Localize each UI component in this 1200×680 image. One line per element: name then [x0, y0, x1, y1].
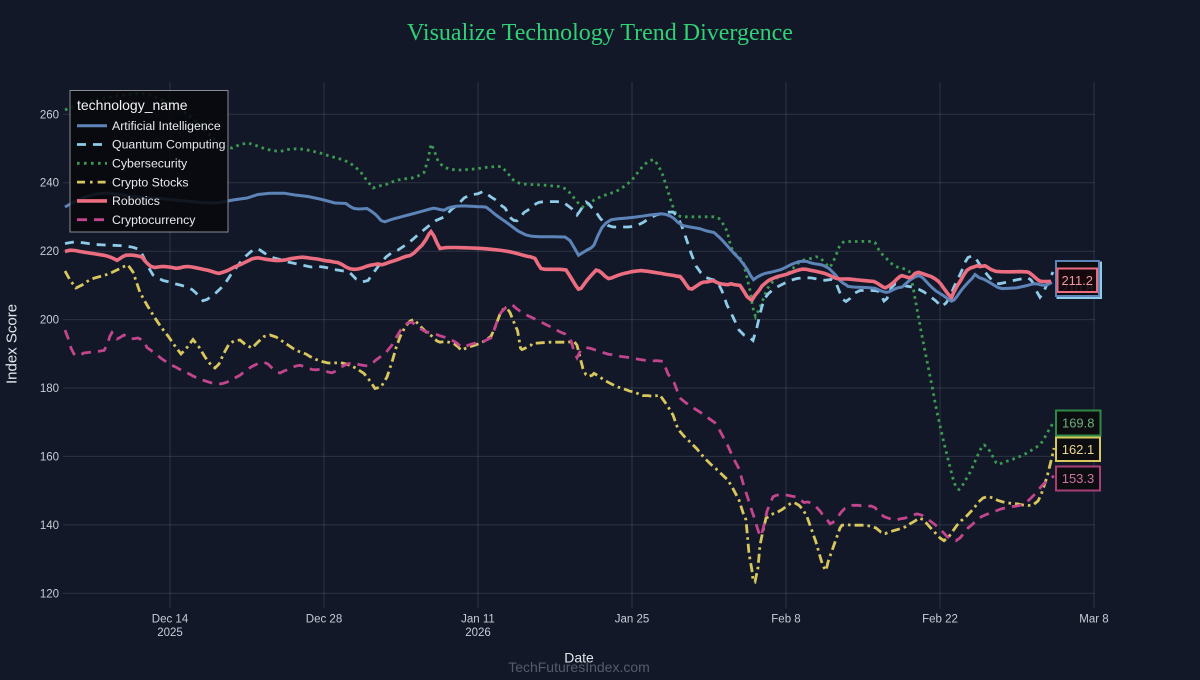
svg-text:153.3: 153.3 [1062, 471, 1095, 486]
svg-text:140: 140 [40, 520, 59, 532]
svg-text:180: 180 [40, 383, 59, 395]
svg-text:Index Score: Index Score [4, 304, 21, 384]
svg-text:Feb 8: Feb 8 [771, 614, 800, 626]
svg-text:Mar 8: Mar 8 [1079, 614, 1108, 626]
svg-text:Feb 22: Feb 22 [922, 614, 958, 626]
svg-text:Crypto Stocks: Crypto Stocks [112, 175, 189, 189]
svg-text:240: 240 [40, 178, 59, 190]
svg-text:Robotics: Robotics [112, 194, 160, 208]
svg-text:TechFuturesIndex.com: TechFuturesIndex.com [508, 659, 650, 675]
svg-text:Cybersecurity: Cybersecurity [112, 157, 188, 171]
svg-text:technology_name: technology_name [77, 97, 188, 113]
svg-text:162.1: 162.1 [1062, 442, 1095, 457]
svg-text:Dec 28: Dec 28 [306, 614, 342, 626]
svg-text:Dec 14: Dec 14 [152, 614, 189, 626]
svg-text:211.2: 211.2 [1061, 273, 1093, 288]
svg-text:Jan 25: Jan 25 [615, 614, 650, 626]
svg-text:Quantum Computing: Quantum Computing [112, 138, 226, 152]
svg-text:220: 220 [40, 246, 59, 258]
svg-text:169.8: 169.8 [1062, 416, 1095, 431]
svg-text:160: 160 [40, 451, 59, 463]
svg-text:2025: 2025 [157, 627, 183, 639]
svg-text:Cryptocurrency: Cryptocurrency [112, 213, 196, 227]
svg-text:Date: Date [564, 650, 594, 666]
svg-text:Visualize Technology Trend Div: Visualize Technology Trend Divergence [407, 20, 793, 46]
svg-text:Jan 11: Jan 11 [461, 614, 495, 626]
svg-text:200: 200 [40, 315, 59, 327]
svg-text:120: 120 [40, 588, 59, 600]
svg-text:2026: 2026 [465, 627, 491, 639]
svg-text:260: 260 [40, 109, 59, 121]
svg-text:Artificial Intelligence: Artificial Intelligence [112, 119, 221, 133]
